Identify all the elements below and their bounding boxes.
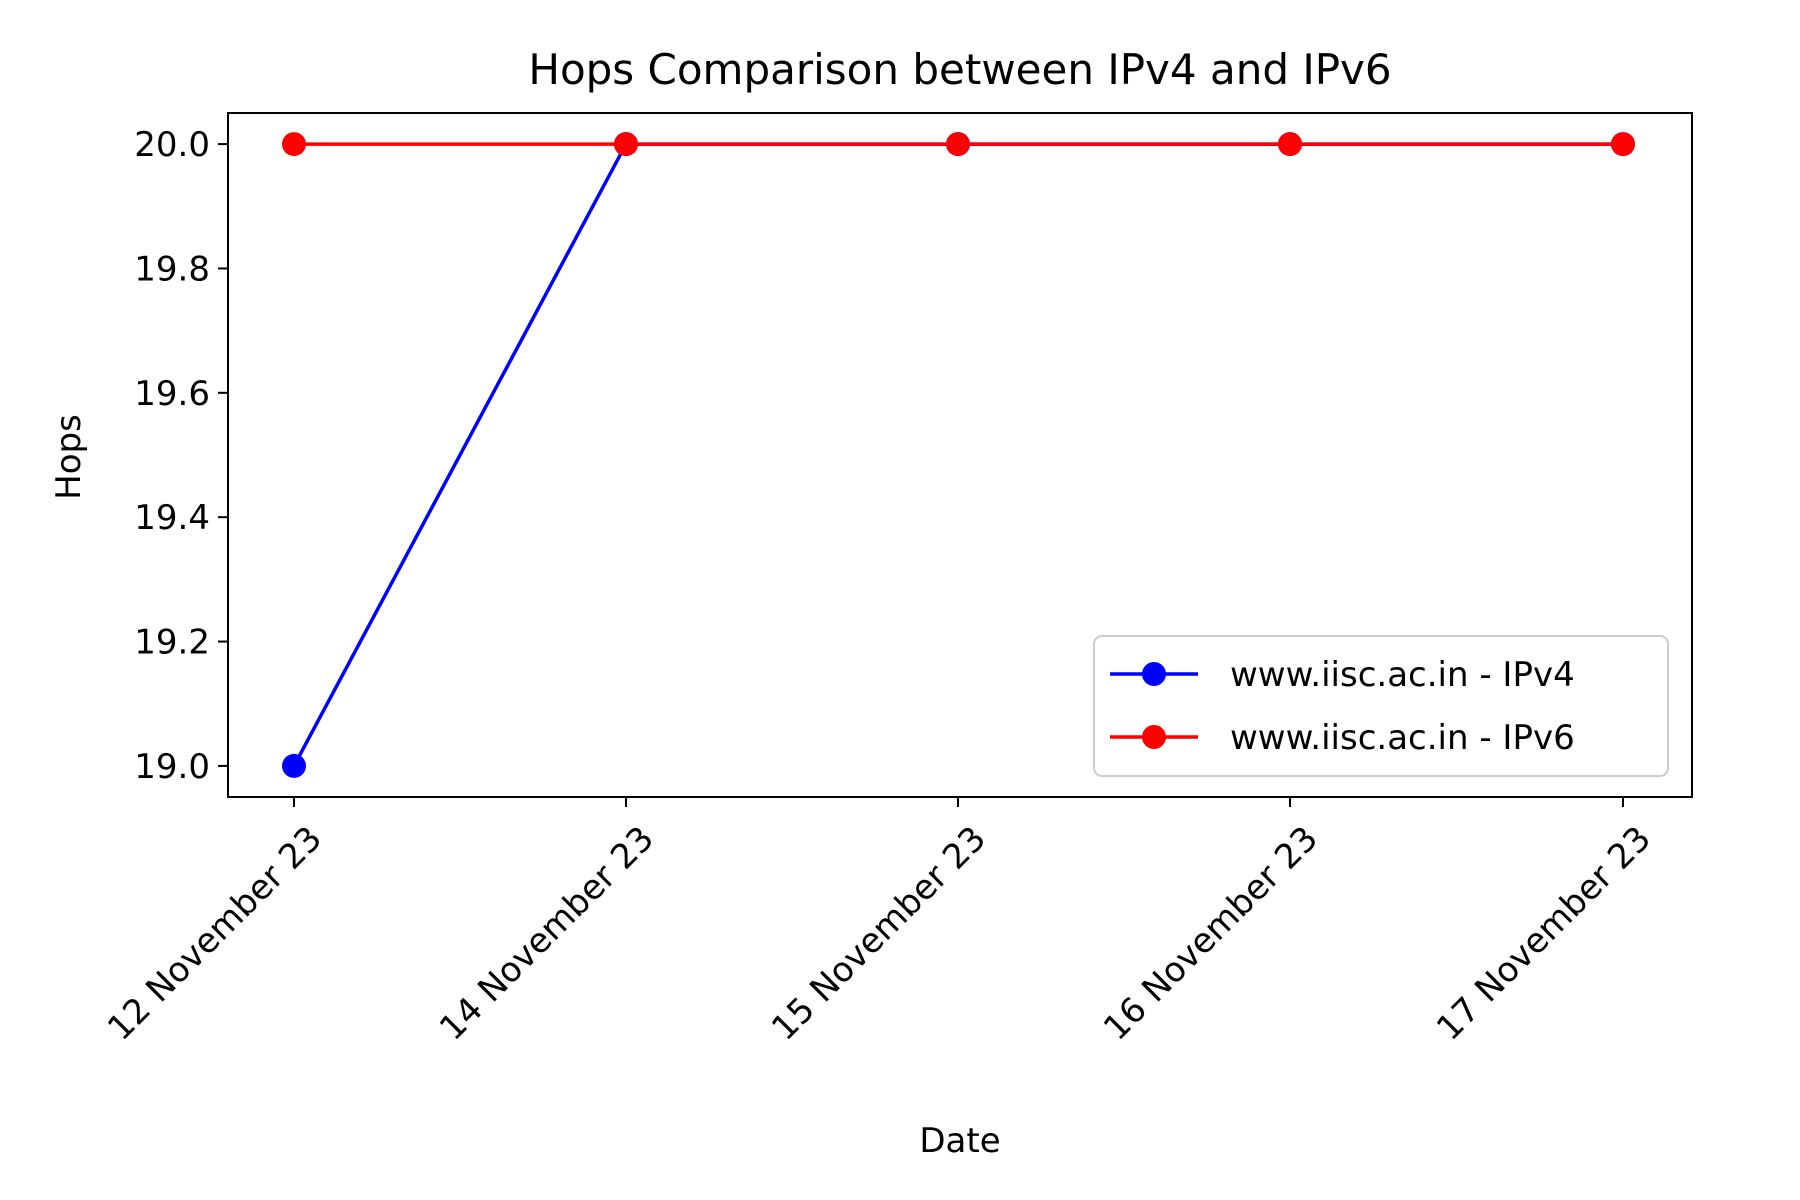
y-tick-label: 19.0 [134,747,210,787]
legend: www.iisc.ac.in - IPv4 www.iisc.ac.in - IP… [1093,635,1669,777]
legend-marker-2 [1142,725,1166,749]
legend-label-1: www.iisc.ac.in - IPv4 [1230,655,1575,695]
legend-label-2: www.iisc.ac.in - IPv6 [1230,718,1575,758]
y-axis-label: Hops [49,414,89,500]
data-point-series-2 [946,132,970,157]
data-point-series-2 [614,132,638,157]
legend-box [1093,635,1669,777]
data-point-series-2 [1278,132,1302,157]
y-tick-label: 19.8 [134,249,210,289]
y-tick-label: 19.2 [134,623,210,663]
y-tick-label: 19.6 [134,374,210,414]
plot-series [282,132,1635,778]
y-tick-label: 19.4 [134,498,210,538]
x-axis-label: Date [919,1121,1000,1161]
legend-marker-1 [1142,662,1166,686]
y-axis-ticks: 19.0 19.2 19.4 19.6 19.8 20.0 [134,125,228,787]
data-point-series-2 [282,132,306,157]
chart-title: Hops Comparison between IPv4 and IPv6 [528,45,1391,94]
plot-frame [227,112,1693,798]
data-point-series-2 [1611,132,1635,157]
y-tick-label: 20.0 [134,125,210,165]
data-point-series-1 [282,753,306,778]
